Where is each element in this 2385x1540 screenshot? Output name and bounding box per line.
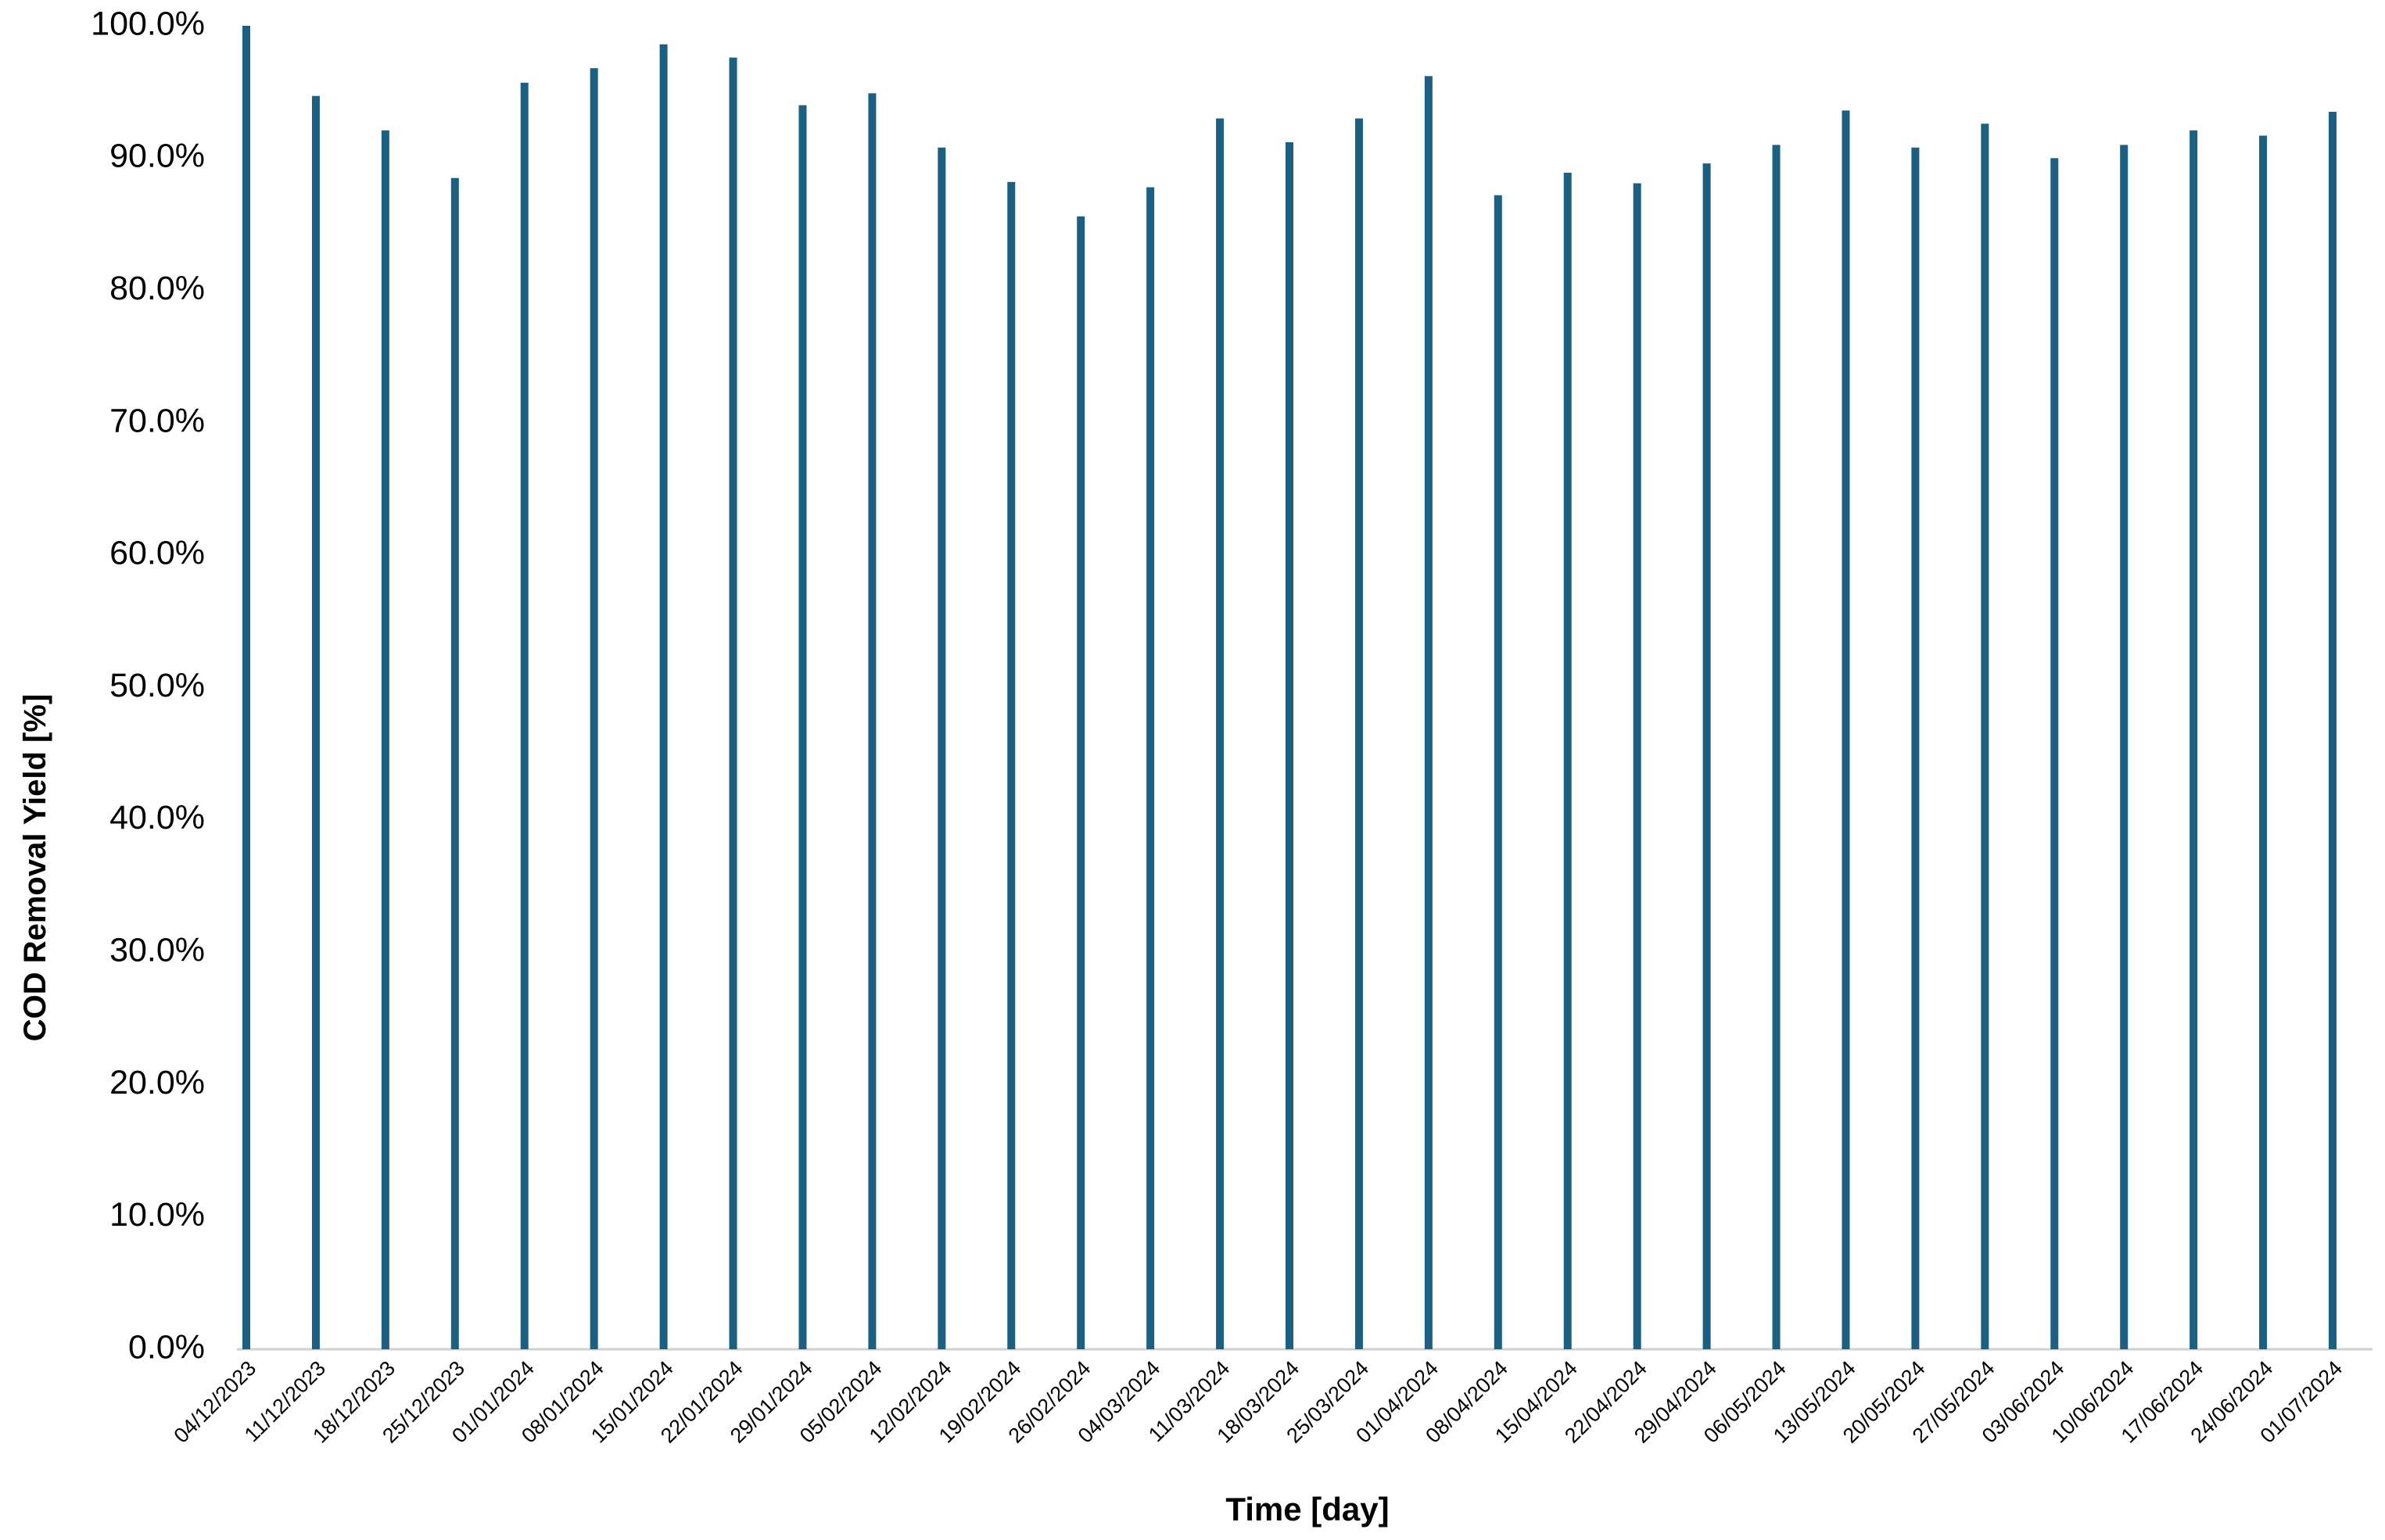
- y-tick-label: 30.0%: [109, 931, 205, 969]
- bar: [1216, 118, 1225, 1349]
- bar: [1911, 147, 1920, 1350]
- bar: [659, 44, 668, 1349]
- bar: [729, 57, 737, 1350]
- bar: [1424, 76, 1433, 1350]
- bar: [938, 147, 946, 1350]
- bar: [311, 95, 320, 1349]
- y-tick-label: 60.0%: [109, 535, 205, 572]
- y-tick-label: 0.0%: [128, 1328, 205, 1366]
- bar: [1007, 181, 1016, 1349]
- bar: [1146, 187, 1155, 1349]
- bar: [1563, 172, 1572, 1350]
- bar: [2120, 145, 2129, 1349]
- y-tick-label: 40.0%: [109, 799, 205, 836]
- bar: [520, 82, 529, 1350]
- bar: [590, 68, 598, 1349]
- bar: [381, 130, 389, 1350]
- y-tick-label: 100.0%: [91, 5, 205, 42]
- bar: [868, 93, 877, 1349]
- y-tick-label: 90.0%: [109, 138, 205, 175]
- y-axis-title: COD Removal Yield [%]: [18, 694, 52, 1042]
- bar: [2329, 112, 2337, 1349]
- y-tick-label: 80.0%: [109, 270, 205, 307]
- bar: [1286, 141, 1293, 1349]
- bar: [798, 105, 807, 1350]
- bar: [1981, 124, 1989, 1350]
- x-axis-title: Time [day]: [1225, 1491, 1389, 1527]
- bar: [1842, 110, 1850, 1349]
- bar: [2050, 158, 2059, 1349]
- y-tick-label: 20.0%: [109, 1064, 205, 1101]
- y-tick-label: 10.0%: [109, 1196, 205, 1234]
- bar: [2190, 130, 2198, 1350]
- bar: [1494, 195, 1502, 1350]
- bar: [450, 177, 459, 1349]
- y-tick-label: 70.0%: [109, 402, 205, 439]
- bar: [1633, 183, 1641, 1349]
- bar: [2259, 135, 2268, 1349]
- bar: [1354, 118, 1363, 1349]
- bar: [1077, 216, 1085, 1349]
- bar: [1772, 145, 1781, 1349]
- bar: [242, 26, 250, 1349]
- y-tick-label: 50.0%: [109, 667, 205, 704]
- bar: [1702, 163, 1711, 1349]
